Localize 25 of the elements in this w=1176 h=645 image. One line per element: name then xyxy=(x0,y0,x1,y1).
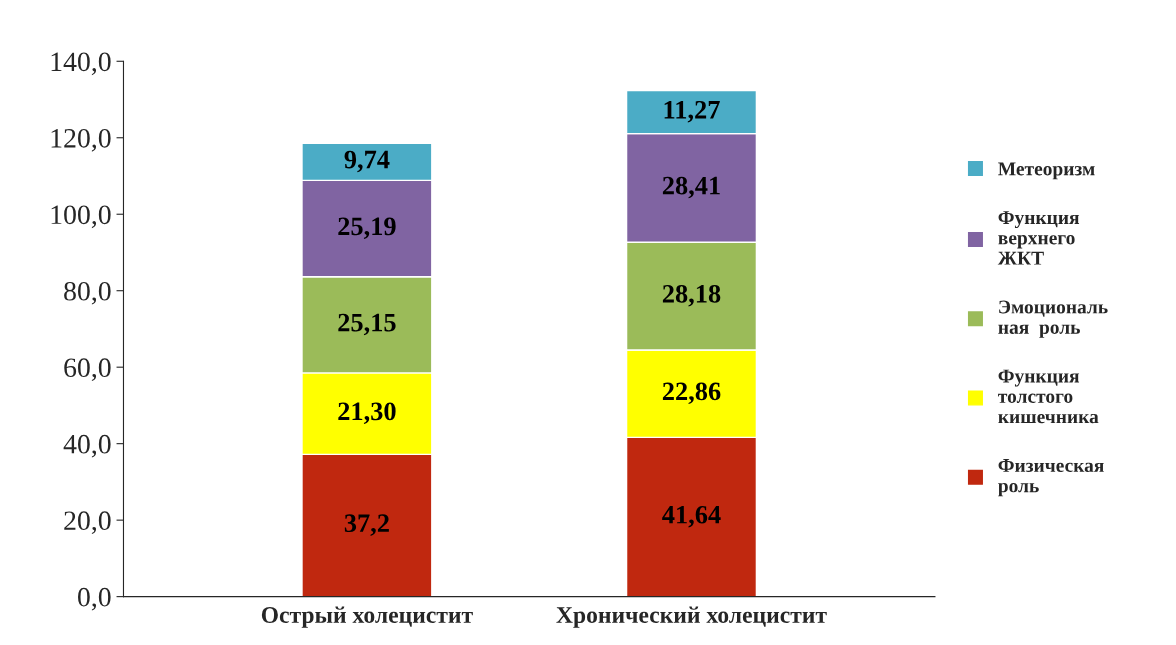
legend-label: Физическая роль xyxy=(998,459,1104,497)
data-label: 25,19 xyxy=(338,217,396,240)
y-tick-label: 140,0 xyxy=(51,52,111,76)
y-tick-label: 80,0 xyxy=(64,281,111,305)
legend-label: Функция толстого кишечника xyxy=(998,369,1099,424)
data-label: 9,74 xyxy=(344,150,390,173)
y-tick-label: 0,0 xyxy=(78,587,111,611)
x-tick-label: Острый холецистит xyxy=(261,606,473,628)
data-label: 22,86 xyxy=(662,382,721,405)
x-tick-label: Хронический холецистит xyxy=(556,606,827,628)
legend-label: Метеоризм xyxy=(998,162,1095,180)
y-tick-label: 20,0 xyxy=(64,511,111,535)
y-tick-label: 120,0 xyxy=(51,128,111,152)
data-label: 28,18 xyxy=(662,284,721,307)
data-label: 21,30 xyxy=(338,402,396,425)
y-tick-label: 100,0 xyxy=(51,205,111,229)
y-tick-label: 40,0 xyxy=(63,434,111,458)
legend-label: Функция верхнего ЖКТ xyxy=(997,211,1080,265)
data-label: 41,64 xyxy=(662,505,721,528)
y-tick-label: 60,0 xyxy=(64,358,111,382)
data-label: 28,41 xyxy=(662,176,720,199)
data-label: 11,27 xyxy=(664,100,720,123)
data-label: 37,2 xyxy=(344,514,389,536)
legend-label: Эмоциональ ная роль xyxy=(998,300,1108,338)
data-label: 25,15 xyxy=(338,313,396,336)
